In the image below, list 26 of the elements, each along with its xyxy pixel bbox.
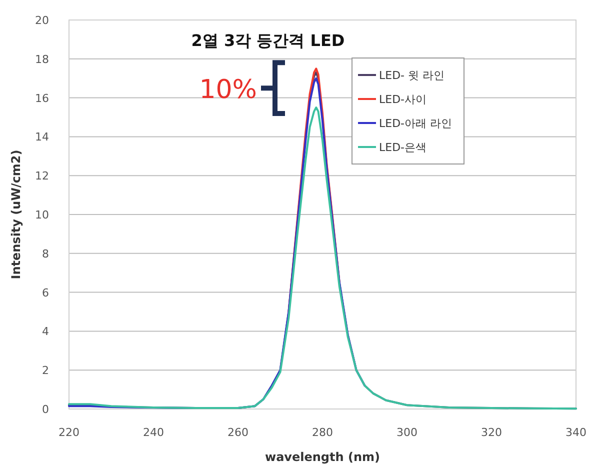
y-tick-label: 0 — [42, 403, 49, 416]
x-axis-title: wavelength (nm) — [264, 450, 380, 464]
x-tick-label: 340 — [566, 426, 586, 439]
x-tick-label: 300 — [396, 426, 418, 439]
y-axis-title: Intensity (uW/cm2) — [9, 150, 23, 280]
x-tick-label: 260 — [228, 426, 248, 439]
y-tick-label: 4 — [42, 325, 49, 338]
x-tick-label: 280 — [312, 426, 333, 439]
y-tick-label: 20 — [35, 14, 49, 27]
annotation: 10% — [199, 75, 257, 106]
y-tick-label: 12 — [35, 170, 49, 183]
y-tick-label: 18 — [35, 52, 49, 66]
legend-label: LED-사이 — [379, 93, 427, 106]
y-tick-label: 6 — [42, 286, 49, 300]
y-tick-label: 14 — [35, 130, 49, 144]
y-tick-label: 8 — [42, 247, 49, 260]
y-tick-label: 10 — [35, 208, 49, 222]
legend-label: LED-아래 라인 — [379, 117, 452, 130]
x-tick-label: 240 — [143, 426, 164, 439]
y-tick-label: 16 — [35, 92, 49, 105]
x-tick-label: 220 — [58, 426, 80, 439]
text: 2열 3각 등간격 LED — [191, 31, 345, 50]
x-tick-label: 320 — [481, 426, 502, 439]
y-tick-label: 2 — [42, 364, 49, 378]
legend-label: LED- 윗 라인 — [379, 69, 445, 82]
legend-label: LED-은색 — [379, 141, 427, 154]
